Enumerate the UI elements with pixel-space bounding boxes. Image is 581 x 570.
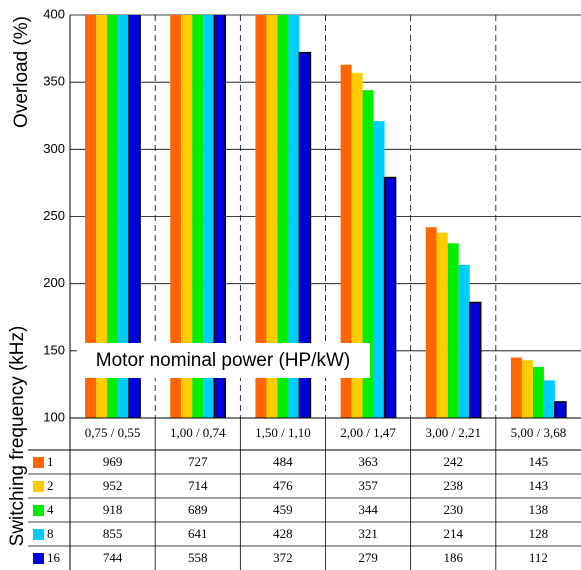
table-value: 214 bbox=[444, 526, 464, 541]
bar bbox=[436, 232, 448, 418]
y-tick-label: 350 bbox=[43, 74, 65, 89]
table-value: 138 bbox=[529, 502, 549, 517]
bar bbox=[96, 15, 108, 418]
table-value: 238 bbox=[444, 478, 464, 493]
legend-label: 1 bbox=[47, 454, 54, 469]
bar bbox=[469, 301, 482, 418]
legend-swatch bbox=[33, 529, 44, 540]
x-tick-label: 1,00 / 0,74 bbox=[170, 425, 226, 440]
bar bbox=[458, 264, 470, 418]
table-value: 230 bbox=[444, 502, 464, 517]
x-tick-label: 1,50 / 1,10 bbox=[255, 425, 311, 440]
bar bbox=[383, 176, 397, 418]
y-tick-label: 200 bbox=[43, 275, 65, 290]
bar bbox=[118, 15, 130, 418]
bar bbox=[425, 227, 437, 418]
x-tick-label: 2,00 / 1,47 bbox=[340, 425, 396, 440]
y-tick-label: 300 bbox=[43, 141, 65, 156]
bar bbox=[255, 15, 267, 418]
bar bbox=[373, 121, 385, 418]
table-value: 918 bbox=[103, 502, 123, 517]
bar bbox=[192, 15, 204, 418]
bar bbox=[128, 15, 141, 418]
x-tick-label: 5,00 / 3,68 bbox=[511, 425, 567, 440]
bar bbox=[532, 366, 544, 418]
legend-label: 16 bbox=[47, 550, 61, 565]
table-value: 969 bbox=[103, 454, 123, 469]
table-value: 428 bbox=[273, 526, 293, 541]
table-value: 363 bbox=[358, 454, 378, 469]
bar bbox=[266, 15, 278, 418]
bar bbox=[181, 15, 193, 418]
table-value: 484 bbox=[273, 454, 293, 469]
legend-swatch bbox=[33, 481, 44, 492]
legend-swatch bbox=[33, 505, 44, 516]
y-tick-label: 400 bbox=[43, 6, 65, 21]
table-value: 145 bbox=[529, 454, 549, 469]
bars bbox=[85, 15, 567, 418]
x-tick-label: 0,75 / 0,55 bbox=[85, 425, 141, 440]
y-tick-label: 250 bbox=[43, 208, 65, 223]
table-value: 357 bbox=[358, 478, 378, 493]
table-value: 321 bbox=[358, 526, 378, 541]
table-label: Switching frequency (kHz) bbox=[7, 326, 28, 547]
bar bbox=[170, 15, 182, 418]
table-value: 476 bbox=[273, 478, 293, 493]
bar bbox=[107, 15, 119, 418]
bar bbox=[277, 15, 289, 418]
bar bbox=[362, 90, 374, 418]
table-value: 128 bbox=[529, 526, 549, 541]
y-axis-label: Overload (%) bbox=[11, 16, 32, 128]
table-value: 372 bbox=[273, 550, 293, 565]
legend-label: 2 bbox=[47, 478, 54, 493]
y-tick-label: 150 bbox=[43, 342, 65, 357]
table-value: 186 bbox=[444, 550, 464, 565]
table-value: 143 bbox=[529, 478, 549, 493]
bar bbox=[554, 401, 567, 418]
bar bbox=[203, 15, 215, 418]
bar bbox=[543, 380, 555, 418]
table-value: 459 bbox=[273, 502, 293, 517]
table-value: 344 bbox=[358, 502, 378, 517]
table-value: 242 bbox=[444, 454, 464, 469]
legend-swatch bbox=[33, 553, 44, 564]
table-value: 714 bbox=[188, 478, 208, 493]
table-value: 952 bbox=[103, 478, 123, 493]
bar bbox=[351, 72, 363, 418]
table-value: 279 bbox=[358, 550, 378, 565]
bar bbox=[447, 243, 459, 418]
table-value: 855 bbox=[103, 526, 123, 541]
x-tick-label: 3,00 / 2,21 bbox=[425, 425, 481, 440]
table-value: 112 bbox=[529, 550, 548, 565]
bar bbox=[521, 360, 533, 418]
bar bbox=[510, 357, 522, 418]
legend-swatch bbox=[33, 457, 44, 468]
bar bbox=[85, 15, 97, 418]
x-axis-label: Motor nominal power (HP/kW) bbox=[96, 350, 350, 371]
table-value: 744 bbox=[103, 550, 123, 565]
bar bbox=[288, 15, 300, 418]
y-tick-label: 100 bbox=[43, 409, 65, 424]
legend-label: 4 bbox=[47, 502, 54, 517]
table-value: 727 bbox=[188, 454, 208, 469]
x-label-box bbox=[77, 343, 370, 378]
table-value: 641 bbox=[188, 526, 208, 541]
table-value: 689 bbox=[188, 502, 208, 517]
bar bbox=[340, 64, 352, 418]
table-value: 558 bbox=[188, 550, 208, 565]
legend-label: 8 bbox=[47, 526, 54, 541]
